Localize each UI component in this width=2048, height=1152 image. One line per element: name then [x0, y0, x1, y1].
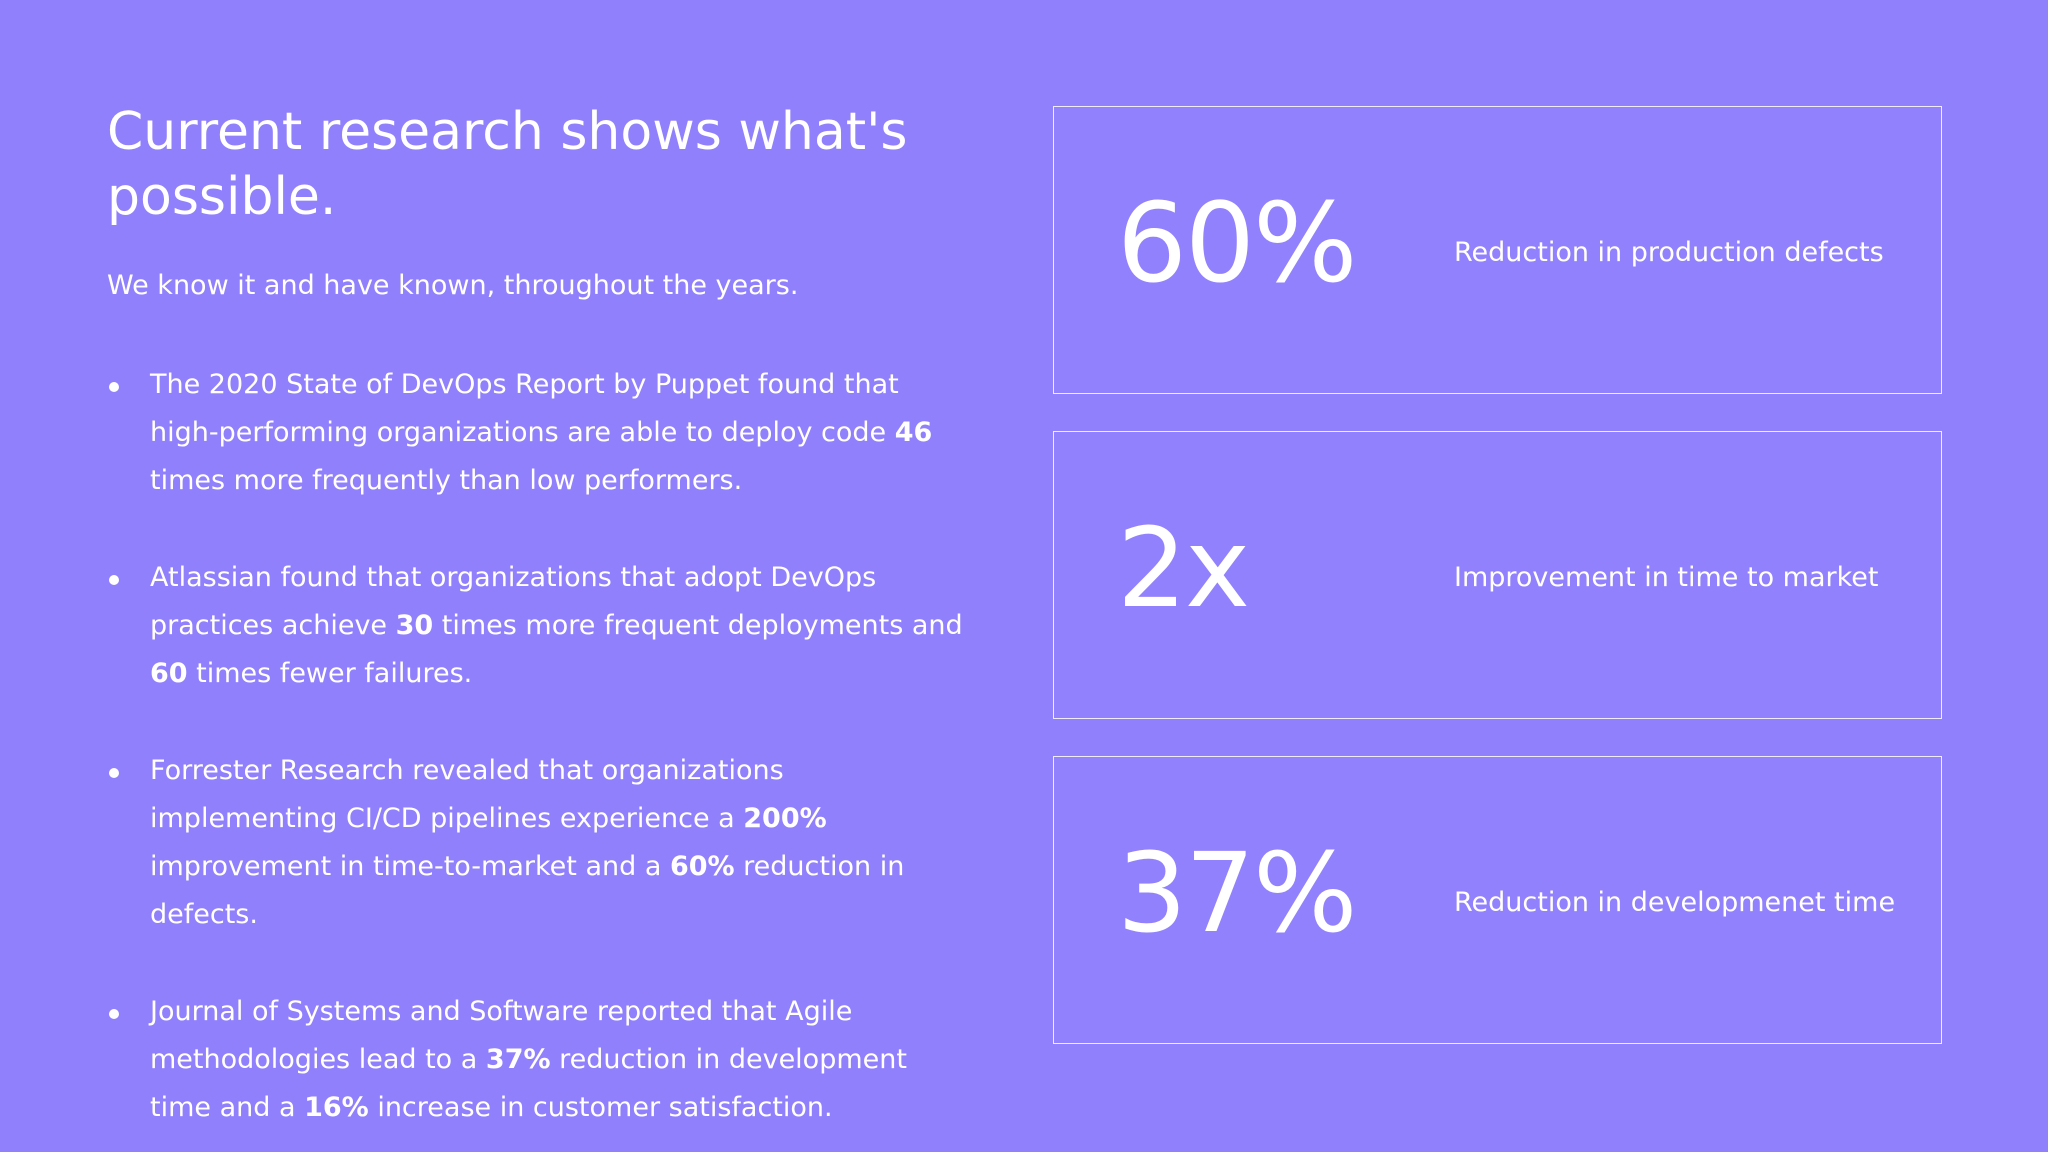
bullet-text-segment: Atlassian found that organizations that …: [150, 562, 877, 641]
bullet-dot-icon: [109, 382, 119, 392]
bullet-dot-icon: [109, 1009, 119, 1019]
bullet-text: The 2020 State of DevOps Report by Puppe…: [150, 369, 932, 496]
bullet-text-segment: increase in customer satisfaction.: [368, 1092, 833, 1123]
bullet-dot-icon: [109, 575, 119, 585]
slide-title: Current research shows what's possible.: [107, 102, 908, 227]
bullet-text-segment: reduction in development time and a: [150, 1044, 907, 1123]
stat-value: 37%: [1117, 829, 1357, 957]
bullet-text-segment: times more frequent deployments and: [433, 610, 963, 641]
stat-value: 60%: [1117, 179, 1357, 307]
bullet-text-segment: reduction in defects.: [150, 851, 905, 930]
research-bullet-list: The 2020 State of DevOps Report by Puppe…: [107, 361, 967, 1132]
slide-subtitle: We know it and have known, throughout th…: [107, 270, 799, 301]
bullet-highlight-number: 60: [150, 658, 188, 689]
research-bullet-item: Journal of Systems and Software reported…: [107, 988, 967, 1132]
bullet-highlight-number: 16%: [304, 1092, 369, 1123]
stat-card-development-time: 37% Reduction in developmenet time: [1053, 756, 1942, 1044]
research-bullet-item: Forrester Research revealed that organiz…: [107, 747, 967, 939]
research-bullet-item: The 2020 State of DevOps Report by Puppe…: [107, 361, 967, 505]
bullet-text-segment: Journal of Systems and Software reported…: [150, 996, 853, 1075]
bullet-text-segment: times more frequently than low performer…: [150, 465, 743, 496]
bullet-highlight-number: 200%: [743, 803, 827, 834]
bullet-highlight-number: 37%: [485, 1044, 551, 1075]
bullet-text-segment: Forrester Research revealed that organiz…: [150, 755, 784, 834]
bullet-text-segment: The 2020 State of DevOps Report by Puppe…: [150, 369, 899, 448]
bullet-text-segment: improvement in time-to-market and a: [150, 851, 670, 882]
bullet-highlight-number: 30: [395, 610, 434, 641]
stat-card-production-defects: 60% Reduction in production defects: [1053, 106, 1942, 394]
stat-label: Reduction in production defects: [1454, 237, 1884, 268]
bullet-dot-icon: [109, 768, 119, 778]
stat-label: Improvement in time to market: [1454, 562, 1879, 593]
bullet-highlight-number: 46: [894, 417, 933, 448]
bullet-text: Journal of Systems and Software reported…: [150, 996, 907, 1123]
stat-label: Reduction in developmenet time: [1454, 887, 1896, 918]
bullet-text: Forrester Research revealed that organiz…: [150, 755, 904, 930]
stat-card-time-to-market: 2x Improvement in time to market: [1053, 431, 1942, 719]
bullet-text: Atlassian found that organizations that …: [150, 562, 963, 689]
research-bullet-item: Atlassian found that organizations that …: [107, 554, 967, 698]
stat-value: 2x: [1117, 504, 1250, 632]
bullet-text-segment: times fewer failures.: [187, 658, 473, 689]
bullet-highlight-number: 60%: [669, 851, 735, 882]
